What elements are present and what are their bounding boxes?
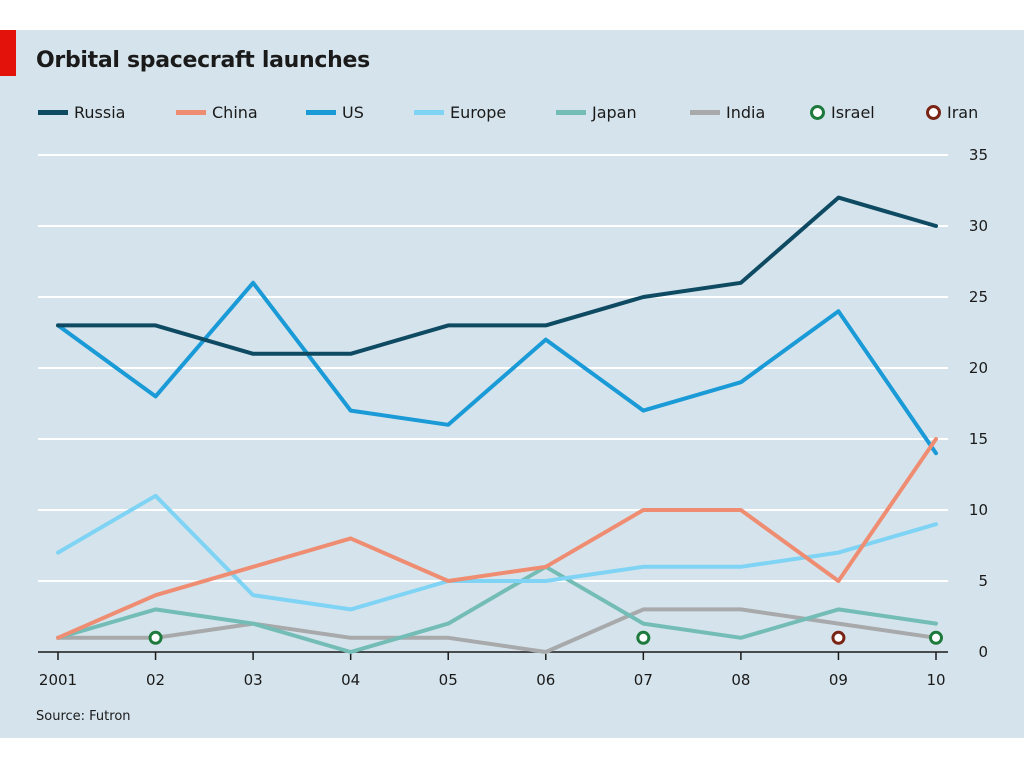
marker-israel (929, 630, 943, 645)
legend-swatch (556, 109, 586, 115)
x-tick-label: 02 (146, 671, 165, 689)
legend-label: Israel (831, 102, 875, 122)
marker-israel (636, 630, 651, 645)
legend-swatch (414, 109, 444, 115)
series-line-europe (56, 493, 938, 612)
y-tick-label: 20 (969, 359, 988, 377)
y-tick-label: 35 (969, 146, 988, 164)
y-tick-label: 30 (969, 217, 988, 235)
y-tick-label: 0 (978, 643, 988, 661)
legend-item-us: US (306, 100, 364, 124)
legend-item-iran: Iran (926, 100, 978, 124)
marker-iran (831, 630, 846, 645)
x-axis: 2001 02 03 04 05 06 07 08 09 10 (39, 652, 946, 689)
y-tick-label: 15 (969, 430, 988, 448)
legend-item-europe: Europe (414, 100, 506, 124)
legend-circle-icon (810, 104, 825, 120)
legend-label: US (342, 102, 364, 122)
series-line-russia (56, 195, 938, 356)
legend-swatch (306, 109, 336, 115)
legend-item-israel: Israel (810, 100, 875, 124)
x-tick-label: 03 (244, 671, 263, 689)
x-tick-label: 08 (731, 671, 750, 689)
marker-israel (148, 630, 163, 645)
chart-panel (0, 30, 1024, 738)
event-markers (148, 630, 943, 645)
source-note: Source: Futron (36, 709, 131, 724)
legend-label: Russia (74, 102, 126, 122)
series-line-china (56, 437, 938, 640)
legend-swatch (690, 109, 720, 115)
legend-label: China (212, 102, 258, 122)
legend-label: India (726, 102, 766, 122)
y-tick-label: 10 (969, 501, 988, 519)
y-tick-label: 25 (969, 288, 988, 306)
series-lines (56, 195, 938, 654)
legend-item-india: India (690, 100, 765, 124)
x-tick-label: 05 (439, 671, 458, 689)
chart-title: Orbital spacecraft launches (36, 48, 370, 73)
legend-label: Japan (592, 102, 637, 122)
legend-item-russia: Russia (38, 100, 125, 124)
x-tick-label: 04 (341, 671, 360, 689)
legend-item-china: China (176, 100, 258, 124)
red-tag-logo (0, 30, 16, 76)
x-tick-label: 2001 (39, 671, 77, 689)
legend-label: Iran (947, 102, 979, 122)
x-tick-label: 07 (634, 671, 653, 689)
legend-label: Europe (450, 102, 507, 122)
legend-circle-icon (926, 104, 941, 120)
x-tick-label: 06 (536, 671, 555, 689)
series-line-japan (56, 564, 938, 654)
gridlines (38, 154, 948, 653)
y-axis: 0 5 10 15 20 25 30 35 (969, 146, 988, 661)
legend-item-japan: Japan (556, 100, 637, 124)
series-line-india (56, 607, 938, 654)
x-tick-label: 09 (829, 671, 848, 689)
legend-swatch (38, 109, 68, 115)
y-tick-label: 5 (978, 572, 988, 590)
legend-swatch (176, 109, 206, 115)
x-tick-label: 10 (926, 671, 945, 689)
